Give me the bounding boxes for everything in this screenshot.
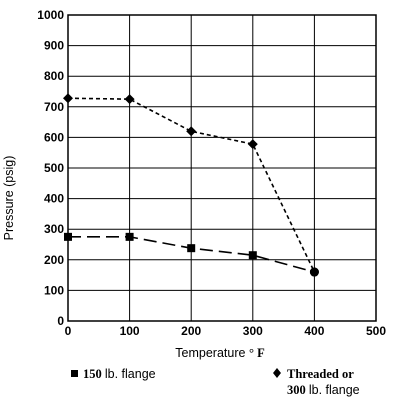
series-0-point-2	[187, 244, 196, 253]
y-axis-title: Pressure (psig)	[2, 156, 16, 241]
x-tick-label-200: 200	[181, 324, 201, 338]
legend-300-value: 300	[287, 383, 306, 397]
x-tick-label-400: 400	[304, 324, 324, 338]
legend-150-unit: lb. flange	[105, 367, 156, 381]
y-tick-label-200: 200	[44, 253, 64, 267]
series-1-point-3	[247, 139, 258, 150]
legend-item-150-flange: 150 lb. flange	[83, 367, 156, 381]
series-0-point-0	[64, 232, 72, 241]
series-1-point-0	[63, 93, 73, 104]
x-tick-label-0: 0	[65, 324, 72, 338]
x-tick-label-100: 100	[120, 324, 140, 338]
tick-labels: 0 100 200 300 400 500 600 700 800 900 1000 0 100 200 3…	[37, 8, 386, 338]
y-tick-label-0: 0	[57, 314, 64, 328]
legend-threaded-line1: Threaded or	[287, 367, 354, 381]
x-tick-label-300: 300	[243, 324, 263, 338]
series-0-point-3	[248, 251, 257, 260]
y-tick-label-100: 100	[44, 283, 64, 297]
x-axis-title-text: Temperature	[175, 346, 245, 360]
legend-150-value: 150	[83, 367, 102, 381]
x-axis-title: Temperature ° F	[175, 346, 265, 360]
y-tick-label-300: 300	[44, 222, 64, 236]
y-tick-label-900: 900	[44, 39, 64, 53]
series-1-point-4	[309, 267, 319, 277]
y-tick-label-600: 600	[44, 130, 64, 144]
y-tick-label-800: 800	[44, 69, 64, 83]
plot-frame	[67, 14, 377, 322]
series-0-point-1	[125, 232, 134, 241]
y-tick-label-700: 700	[44, 100, 64, 114]
series-1-point-1	[124, 94, 135, 105]
y-tick-label-500: 500	[44, 161, 64, 175]
legend-diamond-marker	[273, 368, 281, 378]
series-line-1	[67, 97, 316, 273]
series-1-point-2	[186, 126, 197, 137]
legend: 150 lb. flange Threaded or 300 lb. flang…	[71, 367, 360, 397]
series-layer	[63, 93, 319, 277]
y-tick-label-400: 400	[44, 192, 64, 206]
legend-300-unit: lb. flange	[309, 383, 360, 397]
x-tick-label-500: 500	[366, 324, 386, 338]
legend-threaded-line2: 300 lb. flange	[287, 383, 360, 397]
legend-square-marker	[71, 370, 78, 377]
x-axis-unit: ° F	[249, 346, 265, 360]
grid	[67, 14, 377, 322]
y-tick-label-1000: 1000	[37, 8, 64, 22]
